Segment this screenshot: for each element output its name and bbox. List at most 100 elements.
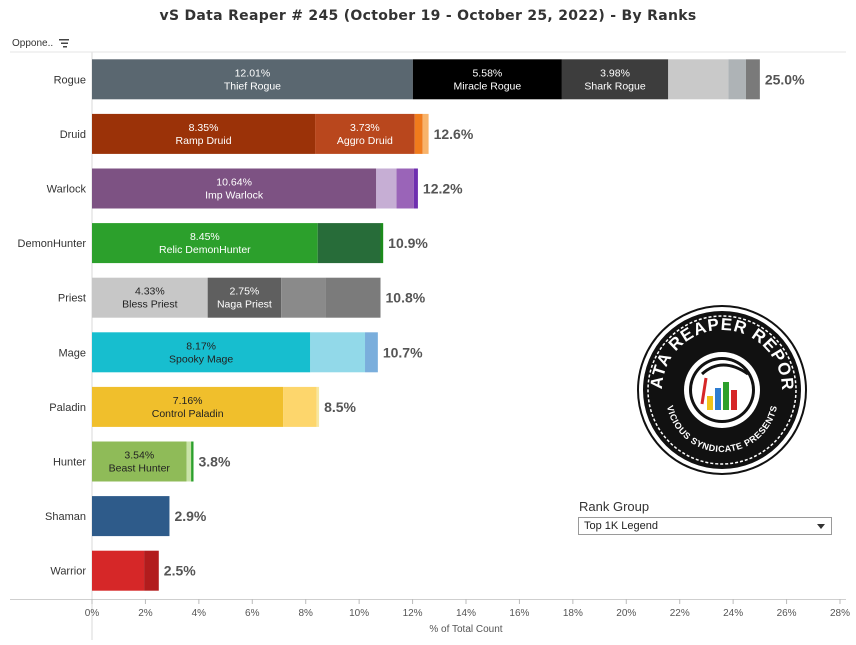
segment-percent-label: 3.98%: [600, 67, 630, 79]
category-label: Druid: [60, 129, 86, 141]
x-tick-label: 16%: [509, 608, 529, 619]
bar-segment: [561, 59, 669, 100]
bar-segment: [186, 441, 192, 482]
x-tick-label: 0%: [85, 608, 100, 619]
bar-segment: [191, 441, 194, 482]
bar-segment: [92, 277, 208, 318]
x-axis-title: % of Total Count: [429, 624, 503, 635]
segment-name-label: Imp Warlock: [205, 190, 264, 202]
x-tick-label: 18%: [563, 608, 583, 619]
segment-percent-label: 8.35%: [189, 122, 219, 134]
sort-descending-icon[interactable]: [58, 37, 70, 49]
bar-segment: [92, 550, 145, 591]
bar-segment: [728, 59, 746, 100]
bar-segment: [92, 59, 413, 100]
x-tick-label: 10%: [349, 608, 369, 619]
bar-segment: [92, 386, 284, 427]
bar-segment: [317, 223, 381, 264]
segment-name-label: Naga Priest: [217, 299, 272, 311]
bar-segment: [92, 223, 318, 264]
bar-segment: [283, 386, 317, 427]
bar-segment: [92, 168, 377, 209]
bar-segment: [365, 332, 378, 373]
total-label: 3.8%: [199, 454, 231, 470]
category-label: Rogue: [54, 74, 86, 86]
segment-name-label: Aggro Druid: [337, 135, 393, 147]
category-label: Warlock: [47, 184, 87, 196]
category-label: Mage: [58, 347, 86, 359]
segment-name-label: Beast Hunter: [109, 463, 171, 475]
total-label: 12.2%: [423, 181, 463, 197]
bar-segment: [413, 168, 418, 209]
bar-segment: [396, 168, 414, 209]
segment-name-label: Control Paladin: [152, 408, 224, 420]
bar-segment: [412, 59, 562, 100]
bar-segment: [668, 59, 729, 100]
total-label: 12.6%: [434, 126, 474, 142]
x-tick-label: 24%: [723, 608, 743, 619]
chevron-down-icon[interactable]: [817, 524, 825, 529]
category-label: DemonHunter: [18, 238, 87, 250]
bar-segment: [422, 113, 429, 154]
bar-segment: [144, 550, 159, 591]
bar-segment: [281, 277, 326, 318]
segment-name-label: Ramp Druid: [176, 135, 232, 147]
row-header-opponent[interactable]: Oppone..: [12, 38, 54, 49]
segment-percent-label: 10.64%: [216, 177, 252, 189]
x-tick-label: 8%: [298, 608, 313, 619]
category-label: Shaman: [45, 511, 86, 523]
total-label: 10.9%: [388, 235, 428, 251]
total-label: 25.0%: [765, 71, 805, 87]
x-tick-label: 4%: [192, 608, 207, 619]
x-tick-label: 2%: [138, 608, 153, 619]
total-label: 8.5%: [324, 399, 356, 415]
rank-group-label: Rank Group: [579, 499, 650, 514]
segment-percent-label: 8.45%: [190, 231, 220, 243]
rank-group-select[interactable]: Top 1K Legend: [578, 517, 832, 535]
total-label: 2.9%: [174, 508, 206, 524]
bar-segment: [92, 332, 311, 373]
x-tick-label: 20%: [616, 608, 636, 619]
segment-name-label: Thief Rogue: [224, 80, 281, 92]
x-tick-label: 22%: [670, 608, 690, 619]
segment-percent-label: 4.33%: [135, 286, 165, 298]
category-label: Priest: [58, 293, 86, 305]
chart-title: vS Data Reaper # 245 (October 19 - Octob…: [159, 8, 697, 24]
total-label: 10.8%: [386, 290, 426, 306]
category-label: Paladin: [49, 402, 86, 414]
x-tick-label: 12%: [403, 608, 423, 619]
segment-name-label: Spooky Mage: [169, 353, 233, 365]
segment-percent-label: 2.75%: [230, 286, 260, 298]
bar-segment: [92, 441, 187, 482]
x-tick-label: 14%: [456, 608, 476, 619]
segment-percent-label: 3.54%: [124, 450, 154, 462]
rank-group-selected-value: Top 1K Legend: [584, 520, 659, 532]
bar-segment: [310, 332, 366, 373]
bar-segment: [376, 168, 397, 209]
segment-percent-label: 5.58%: [472, 67, 502, 79]
segment-percent-label: 12.01%: [235, 67, 271, 79]
bar-segment: [207, 277, 282, 318]
x-tick-label: 28%: [830, 608, 850, 619]
segment-name-label: Relic DemonHunter: [159, 244, 251, 256]
total-label: 2.5%: [164, 563, 196, 579]
category-label: Warrior: [50, 566, 86, 578]
bar-segment: [325, 277, 381, 318]
segment-percent-label: 7.16%: [173, 395, 203, 407]
category-label: Hunter: [53, 457, 86, 469]
bar-segment: [414, 113, 423, 154]
segment-percent-label: 8.17%: [186, 340, 216, 352]
data-reaper-logo-icon: DATA REAPER REPORT VICIOUS SYNDICATE PRE…: [636, 304, 807, 475]
segment-name-label: Miracle Rogue: [454, 80, 522, 92]
bar-segment: [92, 113, 316, 154]
bar-segment: [92, 496, 170, 537]
bar-segment: [745, 59, 760, 100]
total-label: 10.7%: [383, 344, 423, 360]
segment-name-label: Bless Priest: [122, 299, 178, 311]
x-tick-label: 26%: [777, 608, 797, 619]
x-tick-label: 6%: [245, 608, 260, 619]
segment-name-label: Shark Rogue: [584, 80, 645, 92]
segment-percent-label: 3.73%: [350, 122, 380, 134]
bar-segment: [315, 113, 415, 154]
